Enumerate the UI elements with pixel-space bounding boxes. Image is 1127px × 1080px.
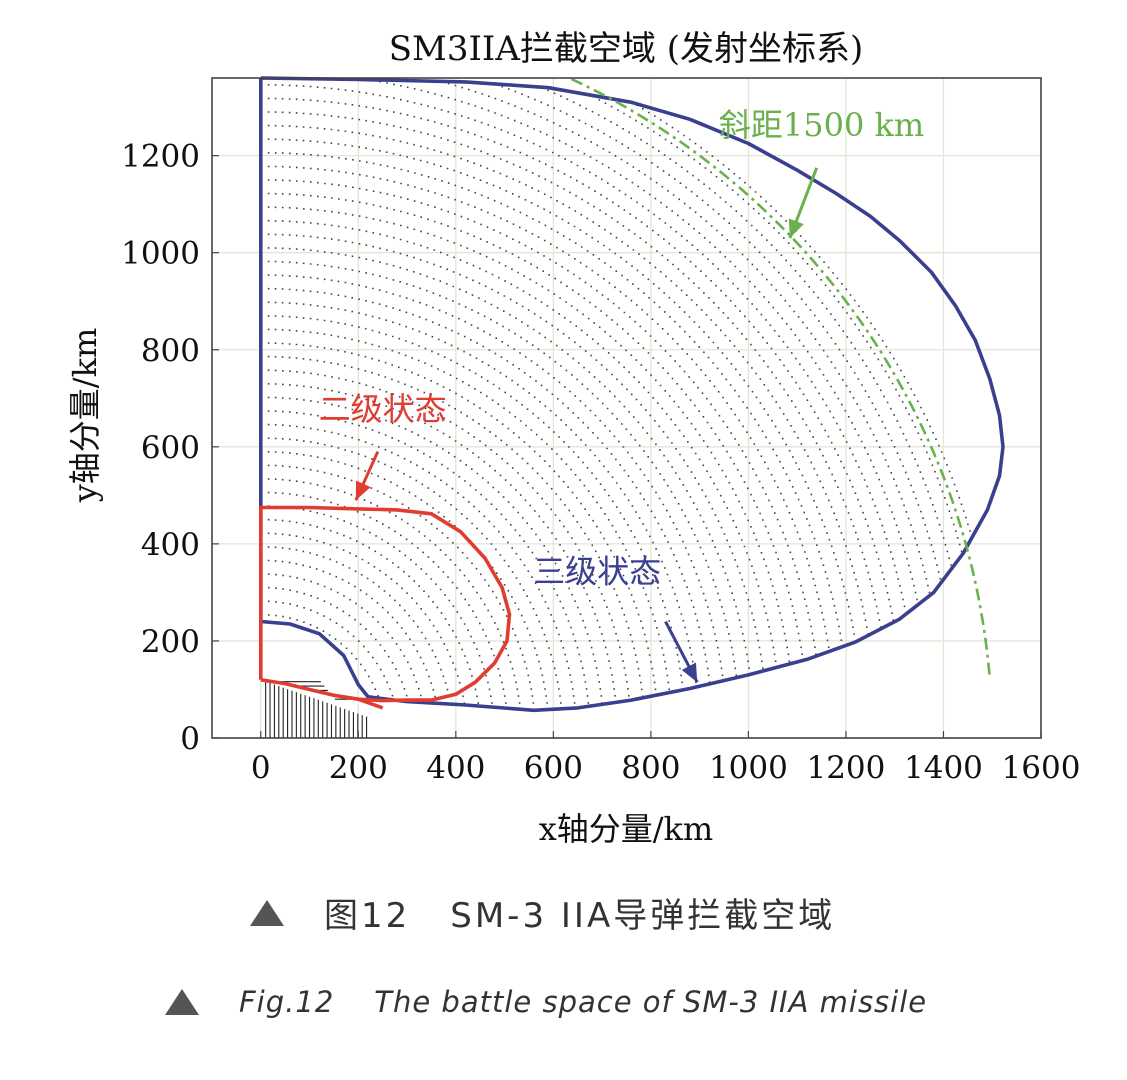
x-tick-label: 200 bbox=[329, 750, 388, 786]
figure-caption-en: Fig.12 The battle space of SM-3 IIA miss… bbox=[0, 985, 1127, 1019]
x-tick-label: 600 bbox=[524, 750, 583, 786]
plot-background bbox=[212, 78, 1041, 738]
y-tick-label: 0 bbox=[180, 721, 200, 757]
origin-hatching bbox=[265, 681, 368, 738]
annotation-1-arrow-head bbox=[355, 480, 371, 501]
x-axis-label: x轴分量/km bbox=[539, 810, 714, 848]
y-tick-label: 200 bbox=[141, 624, 200, 660]
caption-cn-text: SM-3 IIA导弹拦截空域 bbox=[450, 896, 836, 936]
x-tick-label: 1600 bbox=[1002, 750, 1081, 786]
y-tick-label: 600 bbox=[141, 430, 200, 466]
x-tick-label: 400 bbox=[426, 750, 485, 786]
caption-en-number: Fig.12 bbox=[239, 985, 335, 1019]
y-tick-label: 800 bbox=[141, 333, 200, 369]
y-tick-label: 400 bbox=[141, 527, 200, 563]
series-layer bbox=[259, 76, 1005, 713]
x-tick-label: 1000 bbox=[709, 750, 788, 786]
caption-en-text: The battle space of SM-3 IIA missile bbox=[374, 985, 928, 1019]
series-second-stage-tail bbox=[357, 697, 384, 710]
ticks: 0 200 400 600 800 1000 1200 1400 1600 0 200 400 600 8… bbox=[121, 139, 1080, 786]
y-axis-label: y轴分量/km bbox=[66, 328, 104, 504]
triangle-icon bbox=[250, 899, 284, 926]
caption-cn-number: 图12 bbox=[324, 896, 411, 936]
annotation-label: 斜距1500 km bbox=[719, 106, 924, 144]
x-tick-label: 1200 bbox=[806, 750, 885, 786]
figure-caption-cn: 图12 SM-3 IIA导弹拦截空域 bbox=[0, 888, 1127, 937]
y-tick-label: 1000 bbox=[121, 236, 200, 272]
triangle-icon bbox=[165, 989, 199, 1015]
chart-title: SM3IIA拦截空域 (发射坐标系) bbox=[389, 29, 864, 69]
chart: 0 200 400 600 800 1000 1200 1400 1600 0 200 400 600 8… bbox=[66, 29, 1080, 848]
x-tick-label: 800 bbox=[621, 750, 680, 786]
annotation-label: 二级状态 bbox=[319, 390, 447, 428]
annotation-2-arrow-head bbox=[681, 662, 698, 683]
annotation-label: 三级状态 bbox=[533, 553, 661, 591]
x-tick-label: 1400 bbox=[904, 750, 983, 786]
y-tick-label: 1200 bbox=[121, 139, 200, 175]
series-second-stage-outline bbox=[259, 505, 512, 703]
annotation-0-arrow-head bbox=[788, 218, 804, 239]
series-slant-range-arc bbox=[569, 77, 991, 675]
x-tick-label: 0 bbox=[251, 750, 271, 786]
plot-frame bbox=[211, 77, 1042, 739]
series-third-stage-outline bbox=[259, 76, 1005, 713]
